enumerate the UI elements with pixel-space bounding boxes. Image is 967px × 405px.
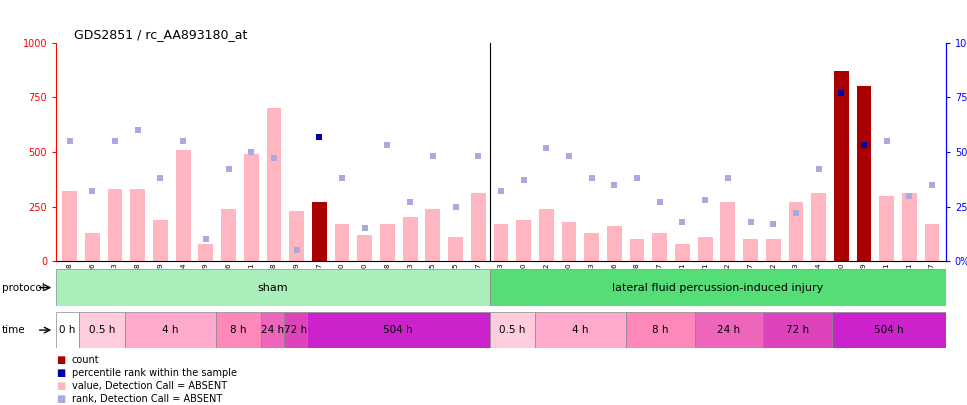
Text: ■: ■ — [56, 381, 66, 390]
Bar — [85, 233, 100, 261]
Bar — [924, 224, 940, 261]
Bar — [56, 269, 489, 306]
Bar — [221, 209, 236, 261]
Bar — [261, 312, 284, 348]
Text: 72 h: 72 h — [786, 325, 809, 335]
Bar — [198, 244, 214, 261]
Bar — [879, 196, 894, 261]
Text: time: time — [2, 325, 25, 335]
Bar — [307, 312, 489, 348]
Bar — [493, 224, 509, 261]
Bar — [653, 233, 667, 261]
Text: 504 h: 504 h — [874, 325, 903, 335]
Bar — [902, 194, 917, 261]
Text: 0 h: 0 h — [59, 325, 75, 335]
Bar — [79, 312, 125, 348]
Bar — [402, 217, 418, 261]
Bar — [766, 239, 780, 261]
Bar — [267, 108, 281, 261]
Text: count: count — [72, 355, 100, 364]
Text: 24 h: 24 h — [261, 325, 284, 335]
Bar — [627, 312, 695, 348]
Text: 0.5 h: 0.5 h — [499, 325, 525, 335]
Bar — [56, 312, 79, 348]
Bar — [811, 194, 826, 261]
Bar — [562, 222, 576, 261]
Bar — [425, 209, 440, 261]
Bar — [335, 224, 349, 261]
Text: ■: ■ — [56, 394, 66, 403]
Text: 4 h: 4 h — [572, 325, 589, 335]
Bar — [584, 233, 600, 261]
Text: ■: ■ — [56, 355, 66, 364]
Text: 8 h: 8 h — [230, 325, 247, 335]
Bar — [216, 312, 261, 348]
Bar — [788, 202, 804, 261]
Bar — [471, 194, 485, 261]
Text: rank, Detection Call = ABSENT: rank, Detection Call = ABSENT — [72, 394, 221, 403]
Text: value, Detection Call = ABSENT: value, Detection Call = ABSENT — [72, 381, 226, 390]
Bar — [763, 312, 832, 348]
Bar — [489, 269, 946, 306]
Bar — [489, 312, 535, 348]
Text: 24 h: 24 h — [718, 325, 741, 335]
Bar — [448, 237, 463, 261]
Text: 4 h: 4 h — [161, 325, 178, 335]
Bar — [607, 226, 622, 261]
Bar — [857, 86, 871, 261]
Bar — [834, 71, 849, 261]
Text: lateral fluid percussion-induced injury: lateral fluid percussion-induced injury — [612, 283, 823, 292]
Bar — [698, 237, 713, 261]
Bar — [125, 312, 216, 348]
Bar — [244, 154, 258, 261]
Text: 504 h: 504 h — [384, 325, 413, 335]
Bar — [535, 312, 627, 348]
Text: ■: ■ — [56, 368, 66, 377]
Text: protocol: protocol — [2, 283, 44, 292]
Bar — [312, 202, 327, 261]
Text: GDS2851 / rc_AA893180_at: GDS2851 / rc_AA893180_at — [73, 28, 248, 41]
Bar — [380, 224, 395, 261]
Bar — [176, 150, 190, 261]
Text: percentile rank within the sample: percentile rank within the sample — [72, 368, 237, 377]
Bar — [62, 191, 77, 261]
Bar — [832, 312, 946, 348]
Bar — [107, 189, 123, 261]
Bar — [720, 202, 735, 261]
Bar — [153, 220, 168, 261]
Text: 0.5 h: 0.5 h — [89, 325, 115, 335]
Bar — [630, 239, 644, 261]
Bar — [284, 312, 307, 348]
Bar — [358, 235, 372, 261]
Bar — [131, 189, 145, 261]
Text: sham: sham — [257, 283, 288, 292]
Bar — [695, 312, 763, 348]
Bar — [675, 244, 689, 261]
Bar — [289, 211, 304, 261]
Text: 72 h: 72 h — [284, 325, 308, 335]
Bar — [744, 239, 758, 261]
Text: 8 h: 8 h — [653, 325, 669, 335]
Bar — [516, 220, 531, 261]
Bar — [539, 209, 554, 261]
